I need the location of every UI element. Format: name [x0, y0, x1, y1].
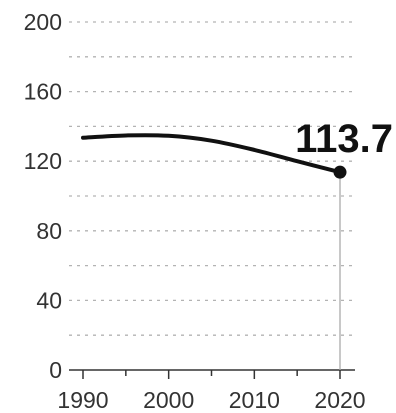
x-tick-label-2020: 2020	[314, 387, 365, 413]
axes	[69, 172, 355, 379]
y-tick-label-120: 120	[24, 148, 62, 174]
y-tick-label-200: 200	[24, 9, 62, 35]
labels: 0 40 80 120 160 200 1990 2000 2010 2020 113.7	[24, 9, 393, 413]
y-tick-label-40: 40	[36, 287, 62, 313]
callout-point	[333, 165, 347, 179]
series-line-0	[81, 133, 342, 175]
x-tick-label-2010: 2010	[229, 387, 280, 413]
gridlines	[69, 21, 355, 336]
y-tick-label-0: 0	[49, 357, 62, 383]
series	[81, 133, 347, 179]
x-tick-label-1990: 1990	[57, 387, 108, 413]
x-tick-label-2000: 2000	[143, 387, 194, 413]
y-tick-label-160: 160	[24, 79, 62, 105]
callout-value-label: 113.7	[295, 117, 393, 161]
y-tick-label-80: 80	[36, 218, 62, 244]
